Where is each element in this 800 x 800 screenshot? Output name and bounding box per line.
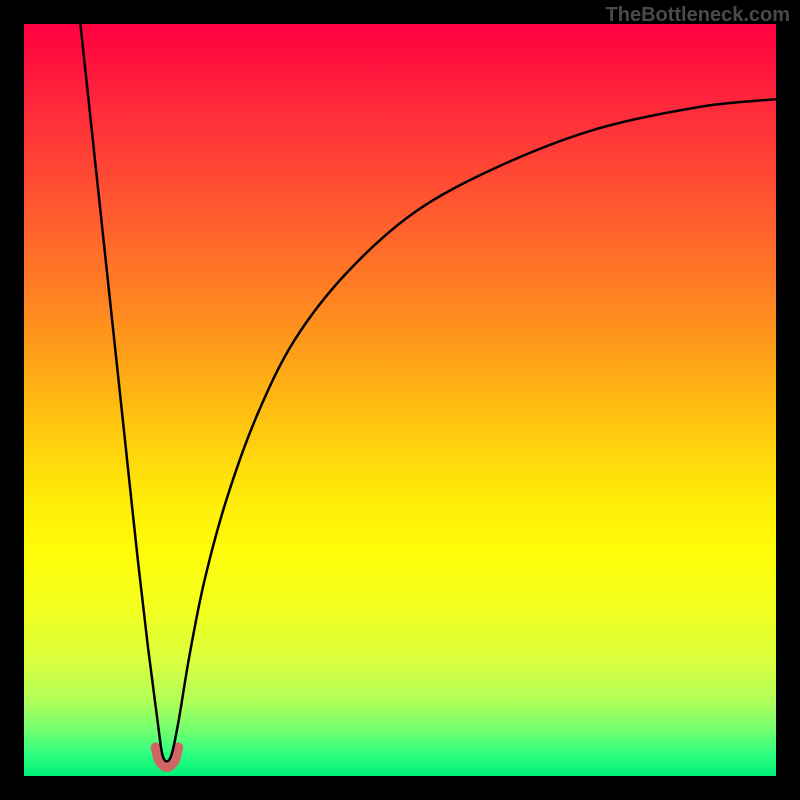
chart-root: TheBottleneck.com [0,0,800,800]
chart-background-gradient [24,24,776,776]
bottleneck-chart [0,0,800,800]
